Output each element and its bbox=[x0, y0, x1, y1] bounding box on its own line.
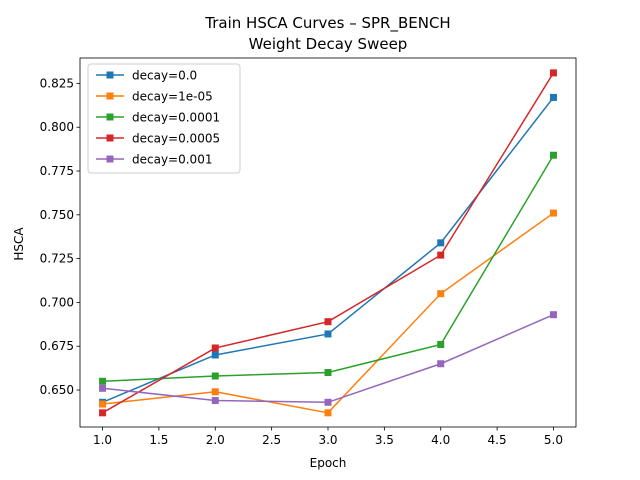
data-point bbox=[99, 384, 107, 392]
data-point bbox=[437, 239, 445, 247]
legend: decay=0.0 decay=1e-05 decay=0.0001 decay=0.… bbox=[87, 63, 241, 174]
series-line bbox=[102, 154, 555, 383]
data-point bbox=[211, 344, 219, 352]
chart-subtitle: Weight Decay Sweep bbox=[249, 35, 408, 53]
x-tick-label: 1.5 bbox=[149, 433, 168, 447]
x-tick-label: 2.5 bbox=[262, 433, 281, 447]
x-tick-label: 2.0 bbox=[206, 433, 225, 447]
data-point bbox=[324, 330, 332, 338]
legend-item: decay=0.0005 bbox=[96, 132, 220, 146]
data-point bbox=[549, 93, 557, 101]
x-tick-label: 1.0 bbox=[93, 433, 112, 447]
x-tick-label: 4.5 bbox=[488, 433, 507, 447]
data-point bbox=[549, 151, 557, 159]
data-point bbox=[324, 398, 332, 406]
legend-label: decay=1e-05 bbox=[132, 90, 213, 104]
x-tick-label: 5.0 bbox=[544, 433, 563, 447]
legend-swatch-marker bbox=[106, 155, 114, 163]
data-point bbox=[324, 369, 332, 377]
x-tick-label: 4.0 bbox=[431, 433, 450, 447]
legend-label: decay=0.0001 bbox=[132, 111, 220, 125]
data-point bbox=[99, 400, 107, 408]
y-axis-label: HSCA bbox=[12, 227, 26, 261]
legend-label: decay=0.0 bbox=[132, 69, 197, 83]
data-point bbox=[99, 409, 107, 417]
data-point bbox=[437, 251, 445, 259]
data-point bbox=[324, 409, 332, 417]
legend-swatch-marker bbox=[106, 92, 114, 100]
series-4 bbox=[99, 311, 557, 406]
chart-title: Train HSCA Curves – SPR_BENCH bbox=[204, 14, 450, 33]
data-point bbox=[211, 397, 219, 405]
legend-item: decay=0.0 bbox=[96, 69, 197, 83]
data-point bbox=[549, 311, 557, 319]
legend-label: decay=0.0005 bbox=[132, 132, 220, 146]
series-3 bbox=[99, 69, 557, 417]
series-line bbox=[102, 212, 554, 414]
data-point bbox=[211, 351, 219, 359]
y-tick-label: 0.775 bbox=[40, 164, 74, 178]
y-tick-label: 0.800 bbox=[40, 120, 74, 134]
data-point bbox=[437, 360, 445, 368]
legend-swatch-marker bbox=[106, 113, 114, 121]
data-point bbox=[549, 69, 557, 77]
legend-box bbox=[87, 63, 241, 174]
series-2 bbox=[99, 151, 557, 385]
data-point bbox=[99, 377, 107, 385]
data-point bbox=[437, 340, 445, 348]
legend-item: decay=1e-05 bbox=[96, 90, 213, 104]
y-tick-label: 0.700 bbox=[40, 295, 74, 309]
y-tick-label: 0.825 bbox=[40, 76, 74, 90]
data-point bbox=[211, 388, 219, 396]
data-point bbox=[549, 209, 557, 217]
data-point bbox=[211, 372, 219, 380]
y-tick-label: 0.750 bbox=[40, 208, 74, 222]
legend-swatch-marker bbox=[106, 71, 114, 79]
x-axis-label: Epoch bbox=[310, 456, 347, 470]
series-line bbox=[102, 314, 554, 404]
series-1 bbox=[99, 209, 557, 417]
x-tick-label: 3.5 bbox=[375, 433, 394, 447]
y-tick-label: 0.650 bbox=[40, 383, 74, 397]
data-point bbox=[324, 318, 332, 326]
y-tick-label: 0.675 bbox=[40, 339, 74, 353]
plot-area: 1.0 1.5 2.0 2.5 3.0 3.5 4.0 4.5 5.0 0.650 0.675 0.7… bbox=[40, 57, 577, 447]
data-point bbox=[437, 290, 445, 298]
legend-swatch-marker bbox=[106, 134, 114, 142]
legend-label: decay=0.001 bbox=[132, 153, 212, 167]
legend-item: decay=0.0001 bbox=[96, 111, 220, 125]
legend-item: decay=0.001 bbox=[96, 153, 212, 167]
x-tick-label: 3.0 bbox=[318, 433, 337, 447]
y-tick-label: 0.725 bbox=[40, 252, 74, 266]
